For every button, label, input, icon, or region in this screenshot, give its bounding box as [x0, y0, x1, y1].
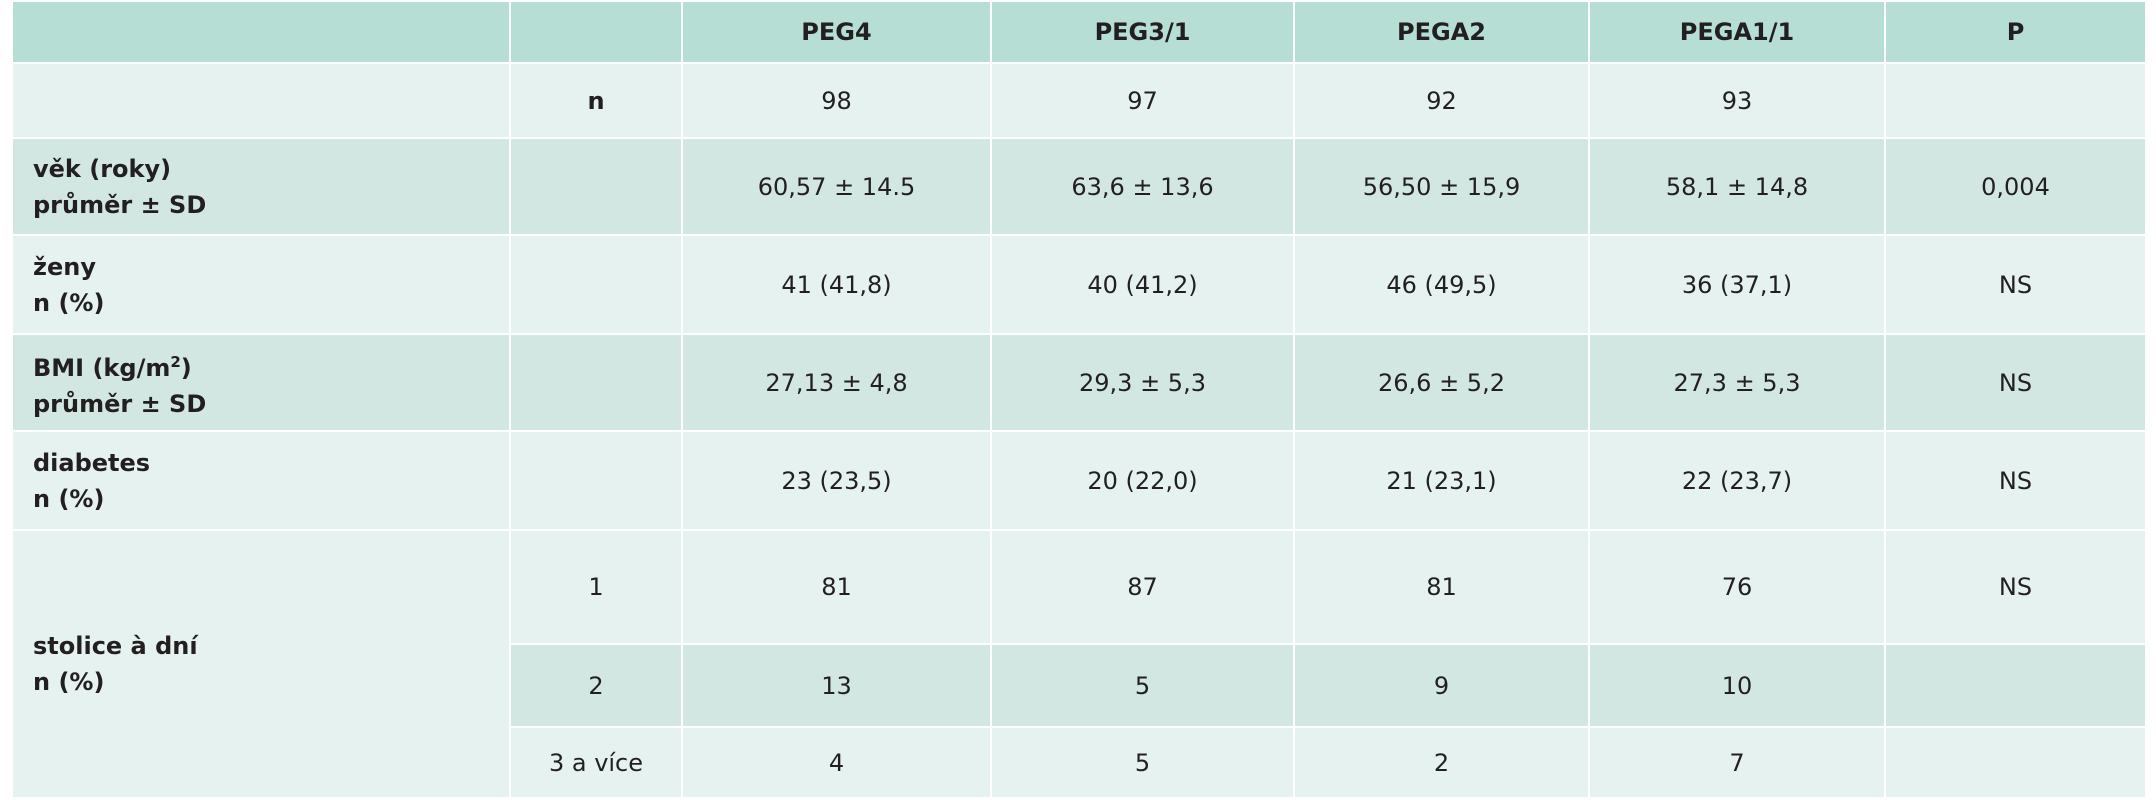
- label-line: stolice à dní: [33, 632, 198, 660]
- value-cell: 92: [1293, 62, 1590, 139]
- sub-label: 2: [509, 643, 683, 728]
- label-line: průměr ± SD: [33, 389, 207, 418]
- sub-label: n: [509, 62, 683, 139]
- header-cell: PEGA2: [1293, 0, 1590, 64]
- value-cell: 5: [990, 643, 1295, 728]
- value-cell: 27,13 ± 4,8: [681, 333, 992, 432]
- value-cell: 27,3 ± 5,3: [1588, 333, 1886, 432]
- superscript: 2: [170, 352, 181, 371]
- header-cell: [11, 0, 511, 64]
- header-cell: PEG3/1: [990, 0, 1295, 64]
- sub-label: [509, 333, 683, 432]
- p-cell: NS: [1884, 430, 2147, 531]
- label-line: věk (roky): [33, 154, 172, 183]
- table-row: PEG4 PEG3/1 PEGA2 PEGA1/1 P: [11, 0, 2147, 64]
- sub-label: 1: [509, 529, 683, 645]
- table-row: věk (roky) průměr ± SD 60,57 ± 14.5 63,6 ± …: [11, 137, 2147, 236]
- value-cell: 36 (37,1): [1588, 234, 1886, 335]
- value-cell: 23 (23,5): [681, 430, 992, 531]
- table-row: stolice à dní n (%) 1 81 87 81 76 NS: [11, 529, 2147, 799]
- sub-label: [509, 137, 683, 236]
- value-cell: 58,1 ± 14,8: [1588, 137, 1886, 236]
- row-label: diabetes n (%): [11, 430, 511, 531]
- value-cell: 41 (41,8): [681, 234, 992, 335]
- value-cell: 93: [1588, 62, 1886, 139]
- value-cell: 81: [1293, 529, 1590, 645]
- value-cell: 76: [1588, 529, 1886, 645]
- table-row: BMI (kg/m2) průměr ± SD 27,13 ± 4,8 29,3 ± …: [11, 333, 2147, 432]
- row-label: věk (roky) průměr ± SD: [11, 137, 511, 236]
- value-cell: 22 (23,7): [1588, 430, 1886, 531]
- p-cell: NS: [1884, 234, 2147, 335]
- header-cell: [509, 0, 683, 64]
- value-cell: 7: [1588, 726, 1886, 799]
- label-line: ženy: [33, 252, 96, 281]
- value-cell: 21 (23,1): [1293, 430, 1590, 531]
- sub-label: [509, 234, 683, 335]
- value-cell: 56,50 ± 15,9: [1293, 137, 1590, 236]
- label-line: n (%): [33, 668, 105, 696]
- value-cell: 46 (49,5): [1293, 234, 1590, 335]
- row-label: stolice à dní n (%): [11, 529, 511, 799]
- value-cell: 60,57 ± 14.5: [681, 137, 992, 236]
- p-cell: [1884, 643, 2147, 728]
- value-cell: 10: [1588, 643, 1886, 728]
- value-cell: 9: [1293, 643, 1590, 728]
- value-cell: 5: [990, 726, 1295, 799]
- table-row: ženy n (%) 41 (41,8) 40 (41,2) 46 (49,5) 36 (…: [11, 234, 2147, 335]
- label-line: n (%): [33, 288, 105, 317]
- value-cell: 29,3 ± 5,3: [990, 333, 1295, 432]
- row-label: [11, 62, 511, 139]
- value-cell: 40 (41,2): [990, 234, 1295, 335]
- value-cell: 97: [990, 62, 1295, 139]
- value-cell: 4: [681, 726, 992, 799]
- label-text: BMI (kg/m: [33, 353, 171, 382]
- header-cell: PEGA1/1: [1588, 0, 1886, 64]
- value-cell: 13: [681, 643, 992, 728]
- p-cell: NS: [1884, 333, 2147, 432]
- label-line: průměr ± SD: [33, 190, 207, 219]
- label-line: diabetes: [33, 448, 151, 477]
- value-cell: 2: [1293, 726, 1590, 799]
- value-cell: 81: [681, 529, 992, 645]
- value-cell: 87: [990, 529, 1295, 645]
- value-cell: 63,6 ± 13,6: [990, 137, 1295, 236]
- p-cell: 0,004: [1884, 137, 2147, 236]
- sub-label: 3 a více: [509, 726, 683, 799]
- table-row: n 98 97 92 93: [11, 62, 2147, 139]
- value-cell: 26,6 ± 5,2: [1293, 333, 1590, 432]
- label-line: n (%): [33, 484, 105, 513]
- label-line: BMI (kg/m2): [33, 344, 489, 386]
- p-cell: NS: [1884, 529, 2147, 645]
- table-row: diabetes n (%) 23 (23,5) 20 (22,0) 21 (23,1)…: [11, 430, 2147, 531]
- value-cell: 98: [681, 62, 992, 139]
- p-cell: [1884, 726, 2147, 799]
- sub-label: [509, 430, 683, 531]
- header-cell: P: [1884, 0, 2147, 64]
- value-cell: 20 (22,0): [990, 430, 1295, 531]
- label-text: ): [180, 353, 192, 382]
- row-label: ženy n (%): [11, 234, 511, 335]
- p-cell: [1884, 62, 2147, 139]
- header-cell: PEG4: [681, 0, 992, 64]
- row-label: BMI (kg/m2) průměr ± SD: [11, 333, 511, 432]
- table-row: 2 13 5 9 10: [12, 643, 2147, 728]
